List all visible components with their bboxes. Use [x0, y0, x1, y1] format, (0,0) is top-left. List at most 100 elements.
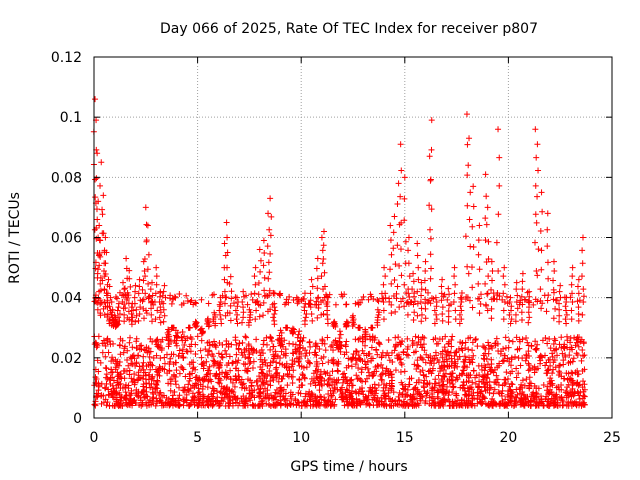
band-point [231, 383, 238, 390]
data-point [277, 327, 284, 334]
band-point [210, 353, 217, 360]
data-point [136, 310, 143, 317]
data-point [115, 321, 122, 328]
data-point [470, 243, 477, 250]
band-point [387, 385, 394, 392]
data-point [390, 245, 397, 252]
data-point [569, 290, 576, 297]
band-point [171, 372, 178, 379]
data-point [255, 291, 262, 298]
band-point [206, 347, 213, 354]
data-point [485, 255, 492, 262]
band-point [481, 344, 488, 351]
band-point [103, 374, 110, 381]
band-point [499, 358, 506, 365]
band-point [126, 400, 133, 407]
data-point [156, 314, 163, 321]
data-point [483, 193, 490, 200]
band-point [145, 399, 152, 406]
data-point [181, 341, 188, 348]
band-point [409, 396, 416, 403]
band-point [229, 359, 236, 366]
band-point [359, 334, 366, 341]
band-point [525, 362, 532, 369]
band-point [343, 338, 350, 345]
data-point [488, 286, 495, 293]
band-point [227, 375, 234, 382]
data-point [427, 226, 434, 233]
band-point [248, 291, 255, 298]
band-point [233, 351, 240, 358]
data-point [466, 297, 473, 304]
band-point [479, 378, 486, 385]
band-point [365, 350, 372, 357]
data-point [410, 317, 417, 324]
data-point [501, 281, 508, 288]
data-point [161, 282, 168, 289]
band-point [448, 355, 455, 362]
data-point [234, 320, 241, 327]
band-point [378, 354, 385, 361]
band-point [522, 296, 529, 303]
data-point [362, 326, 369, 333]
band-point [152, 338, 159, 345]
band-point [243, 334, 250, 341]
band-point [574, 388, 581, 395]
band-point [256, 373, 263, 380]
band-point [169, 392, 176, 399]
band-point [310, 377, 317, 384]
band-point [204, 339, 211, 346]
data-point [414, 312, 421, 319]
band-point [369, 333, 376, 340]
band-point [162, 399, 169, 406]
data-point [133, 312, 140, 319]
band-point [362, 393, 369, 400]
band-point [261, 356, 268, 363]
x-axis-label: GPS time / hours [290, 459, 407, 475]
band-point [560, 357, 567, 364]
data-point [343, 323, 350, 330]
band-point [513, 365, 520, 372]
band-point [544, 383, 551, 390]
band-point [376, 341, 383, 348]
data-point [246, 306, 253, 313]
band-point [554, 396, 561, 403]
data-point [234, 303, 241, 310]
band-point [332, 301, 339, 308]
data-point [538, 189, 545, 196]
data-point [97, 237, 104, 244]
data-point [410, 270, 417, 277]
band-point [564, 384, 571, 391]
band-point [579, 347, 586, 354]
band-point [282, 401, 289, 408]
band-point [389, 377, 396, 384]
data-point [465, 162, 472, 169]
band-point [118, 375, 125, 382]
band-point [353, 389, 360, 396]
data-point [245, 322, 252, 329]
band-point [103, 365, 110, 372]
data-point [193, 323, 200, 330]
band-point [278, 375, 285, 382]
band-point [101, 399, 108, 406]
band-point [513, 402, 520, 409]
band-point [415, 402, 422, 409]
band-point [519, 336, 526, 343]
data-point [489, 277, 496, 284]
data-point [445, 285, 452, 292]
band-point [109, 368, 116, 375]
data-point [580, 286, 587, 293]
band-point [490, 390, 497, 397]
band-point [254, 402, 261, 409]
band-point [140, 366, 147, 373]
band-point [420, 371, 427, 378]
data-point [513, 286, 520, 293]
data-point [222, 252, 229, 259]
data-point [514, 292, 521, 299]
band-point [295, 389, 302, 396]
band-point [286, 367, 293, 374]
band-point [143, 399, 150, 406]
data-point [388, 251, 395, 258]
data-point [476, 266, 483, 273]
data-point [451, 273, 458, 280]
